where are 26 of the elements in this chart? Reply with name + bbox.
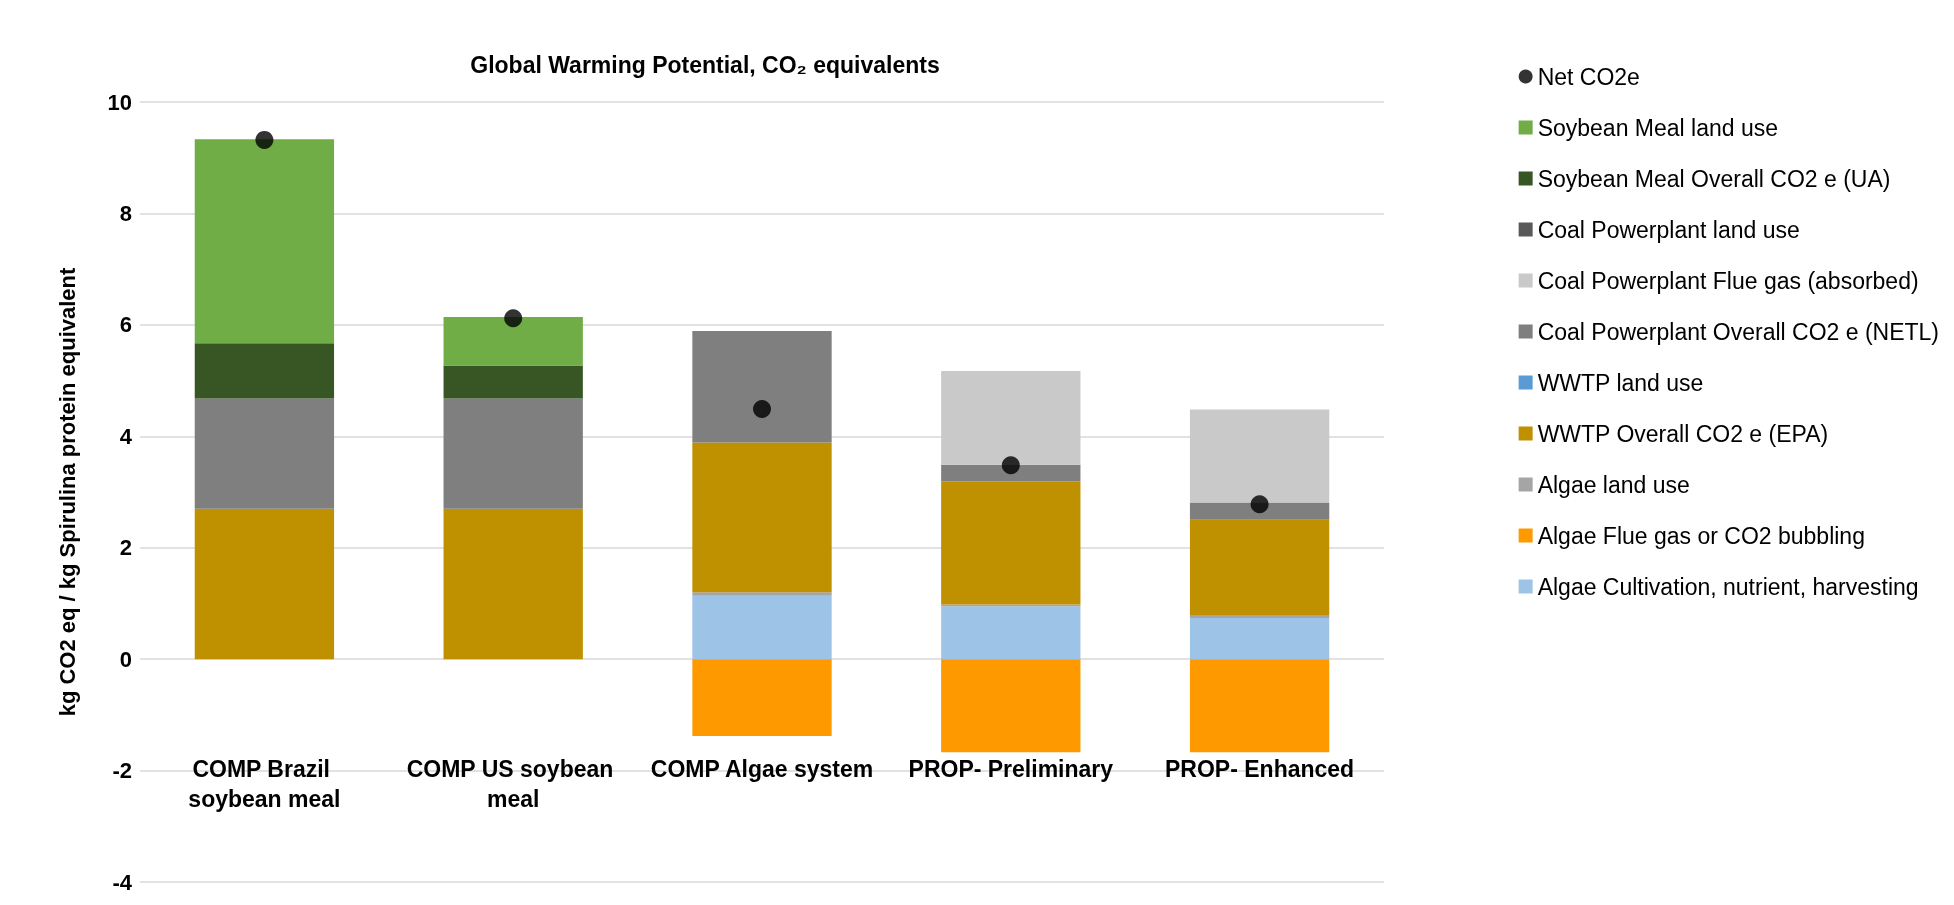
legend-label: Coal Powerplant Overall CO2 e (NETL)	[1537, 318, 1940, 345]
x-tick-label: COMP Brazil soybean meal	[188, 756, 341, 812]
y-tick-label: 2	[119, 535, 132, 561]
x-tick-label: COMP Algae system	[650, 756, 874, 782]
y-tick-label: -2	[112, 758, 132, 784]
legend-label: Algae land use	[1537, 471, 1690, 498]
x-tick-label: COMP US soybean meal	[406, 756, 620, 812]
y-tick-label: 4	[119, 423, 133, 449]
legend-label: Algae Flue gas or CO2 bubbling	[1537, 522, 1865, 549]
y-axis-title: kg CO2 eq / kg Spirulina protein equivalent	[54, 267, 80, 717]
legend-label: Algae Cultivation, nutrient, harvesting	[1537, 573, 1919, 600]
y-tick-label: 6	[119, 312, 132, 338]
y-tick-label: -4	[112, 869, 133, 895]
legend-label: Soybean Meal Overall CO2 e (UA)	[1537, 165, 1891, 192]
y-tick-label: 8	[119, 200, 132, 226]
x-tick-label: PROP- Preliminary	[908, 756, 1114, 782]
y-tick-label: 0	[119, 646, 132, 672]
legend-label: WWTP Overall CO2 e (EPA)	[1537, 420, 1829, 447]
y-tick-label: 10	[107, 89, 132, 115]
legend-label: Coal Powerplant Flue gas (absorbed)	[1537, 267, 1919, 294]
chart-title: Global Warming Potential, CO₂ equivalents	[470, 51, 940, 78]
legend-label: Coal Powerplant land use	[1537, 216, 1800, 243]
legend-label: Net CO2e	[1537, 63, 1640, 90]
legend-label: Soybean Meal land use	[1537, 114, 1779, 141]
legend-label: WWTP land use	[1537, 369, 1704, 396]
x-tick-label: PROP- Enhanced	[1165, 756, 1355, 782]
